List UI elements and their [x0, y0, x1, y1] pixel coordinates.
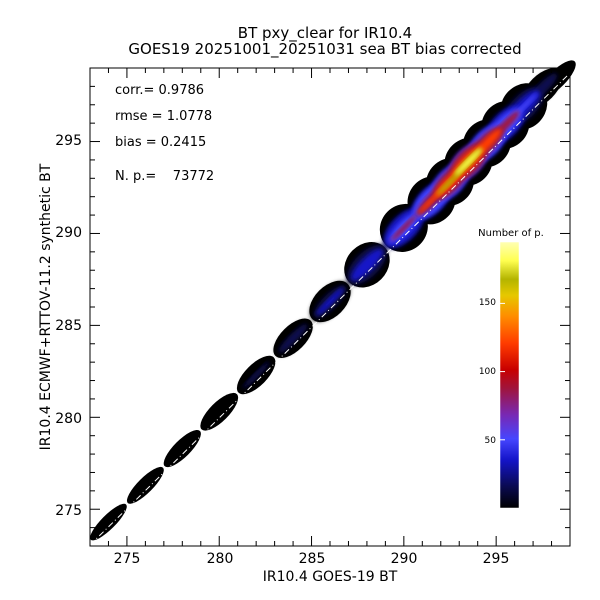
- density-envelope: [126, 466, 164, 504]
- colorbar-tick-label: 50: [485, 436, 497, 446]
- density-band: [242, 361, 270, 389]
- density-band: [168, 434, 196, 463]
- colorbar-title: Number of p.: [478, 228, 544, 239]
- y-tick-label: 290: [55, 225, 82, 241]
- colorbar-gradient: [499, 241, 520, 509]
- density-band: [278, 323, 308, 353]
- x-axis-label: IR10.4 GOES-19 BT: [263, 569, 398, 585]
- y-tick-label: 280: [55, 411, 82, 427]
- chart-title: BT pxy_clear for IR10.4: [238, 24, 412, 43]
- x-tick-label: 285: [299, 551, 326, 567]
- x-tick-label: 280: [207, 551, 234, 567]
- colorbar: Number of p. 50 100 150: [478, 228, 544, 509]
- y-tick-label: 295: [55, 133, 82, 149]
- density-band: [351, 249, 383, 281]
- density-band: [204, 397, 234, 427]
- density-envelope: [90, 503, 127, 541]
- x-tick-label: 275: [114, 551, 141, 567]
- stat-npoints: N. p.= 73772: [115, 169, 214, 184]
- x-tick-label: 290: [391, 551, 418, 567]
- density-cloud: [90, 60, 576, 541]
- colorbar-tick-label: 100: [479, 367, 496, 377]
- colorbar-ticks: [500, 302, 505, 441]
- density-band: [316, 288, 344, 315]
- stat-rmse: rmse = 1.0778: [115, 109, 212, 124]
- axis-ticks: [89, 67, 571, 547]
- density-band: [455, 148, 482, 176]
- y-axis-label: IR10.4 ECMWF+RTTOV-11.2 synthetic BT: [38, 163, 54, 450]
- x-tick-label: 295: [483, 551, 510, 567]
- stat-bias: bias = 0.2415: [115, 135, 206, 150]
- y-tick-label: 285: [55, 318, 82, 334]
- y-tick-label: 275: [55, 503, 82, 519]
- density-band: [390, 214, 417, 242]
- chart-subtitle: GOES19 20251001_20251031 sea BT bias cor…: [128, 40, 521, 59]
- stat-corr: corr.= 0.9786: [115, 83, 204, 98]
- colorbar-tick-label: 150: [479, 298, 496, 308]
